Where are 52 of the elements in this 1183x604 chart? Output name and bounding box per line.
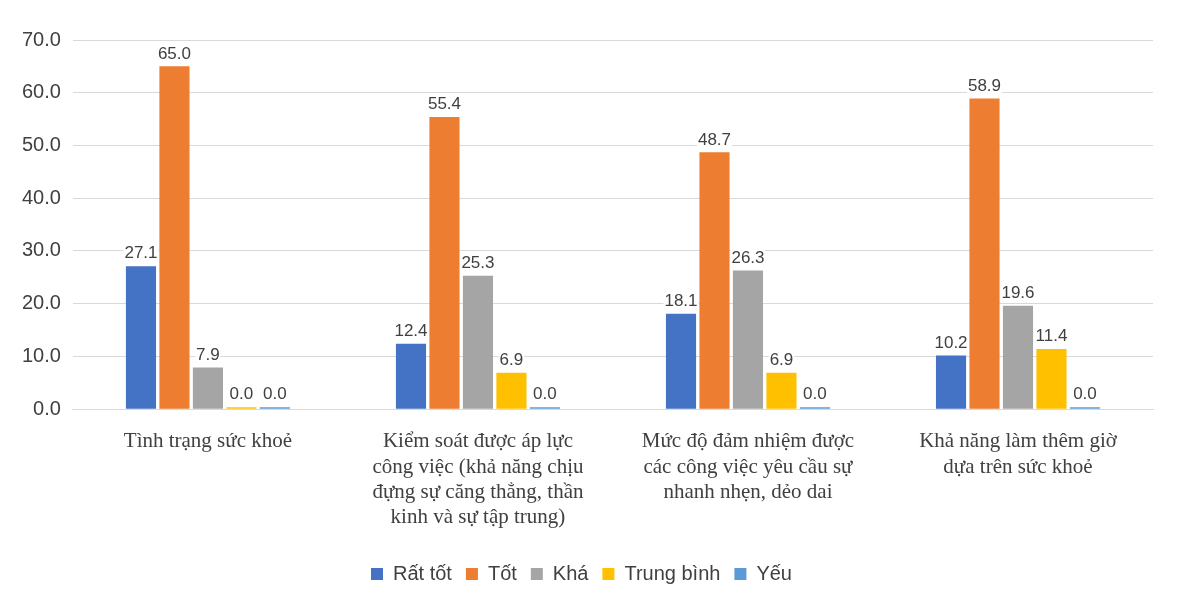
- x-tick-label: Khả năng làm thêm giờ dựa trên sức khoẻ: [919, 428, 1118, 478]
- bar: [665, 313, 697, 409]
- bar: [1036, 349, 1067, 409]
- y-tick-label: 50.0: [21, 133, 61, 155]
- data-label: 6.9: [769, 349, 794, 369]
- legend-label: Yếu: [756, 561, 792, 584]
- data-label: 58.9: [967, 75, 1002, 95]
- data-label: 26.3: [731, 247, 765, 267]
- x-tick-label: Tình trạng sức khoẻ: [123, 428, 293, 453]
- bar: [395, 343, 427, 409]
- y-tick-label: 60.0: [21, 80, 61, 103]
- y-tick-label: 30.0: [21, 238, 61, 261]
- bar: [429, 117, 460, 409]
- data-label: 27.1: [124, 243, 158, 263]
- x-tick-label: Mức độ đảm nhiệm được các công việc yêu cầu sự nhanh nhẹn, dẻo dai: [641, 428, 855, 503]
- data-label: 0.0: [803, 384, 827, 404]
- bar: [1002, 305, 1034, 409]
- y-tick-label: 20.0: [21, 291, 61, 314]
- data-label: 0.0: [229, 384, 254, 404]
- y-tick-label: 10.0: [21, 343, 61, 366]
- bar: [159, 66, 190, 409]
- bar: [462, 275, 494, 409]
- data-label: 11.4: [1035, 326, 1068, 346]
- bar: [732, 270, 764, 409]
- data-label: 6.9: [499, 349, 524, 369]
- data-label: 19.6: [1001, 283, 1035, 303]
- legend-label: Rất tốt: [393, 561, 453, 584]
- data-label: 0.0: [1073, 384, 1097, 404]
- bar: [969, 98, 1000, 409]
- bar: [699, 152, 730, 409]
- bar: [192, 367, 223, 409]
- y-tick-label: 0.0: [33, 396, 61, 419]
- legend-label: Trung bình: [624, 561, 721, 584]
- data-label: 12.4: [394, 320, 428, 340]
- data-label: 18.1: [664, 290, 698, 310]
- data-label: 65.0: [157, 43, 191, 63]
- data-label: 10.2: [934, 332, 968, 352]
- legend-label: Tốt: [487, 561, 518, 584]
- bar: [766, 372, 797, 409]
- y-tick-label: 70.0: [21, 27, 61, 50]
- data-label: 48.7: [697, 129, 732, 149]
- bar: [125, 266, 157, 409]
- bar: [935, 355, 967, 409]
- bar: [496, 372, 527, 409]
- data-label: 7.9: [196, 344, 220, 364]
- legend-label: Khá: [552, 561, 590, 584]
- data-label: 0.0: [533, 384, 557, 404]
- data-label: 55.4: [427, 94, 462, 114]
- data-label: 0.0: [263, 384, 287, 404]
- data-label: 25.3: [461, 252, 495, 272]
- x-tick-label: Kiểm soát được áp lực công việc (khả năng chịu đựng sự căng thẳng, thần kinh và sự tập trung): [372, 428, 585, 528]
- y-tick-label: 40.0: [21, 185, 61, 208]
